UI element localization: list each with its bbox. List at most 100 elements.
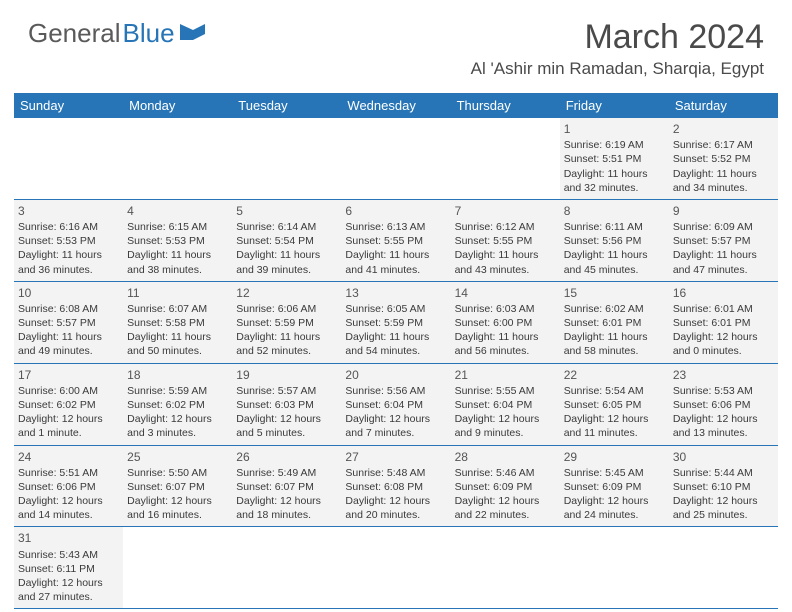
day-day2: and 45 minutes. xyxy=(564,263,665,277)
day-cell: 16Sunrise: 6:01 AMSunset: 6:01 PMDayligh… xyxy=(669,282,778,364)
day-day2: and 3 minutes. xyxy=(127,426,228,440)
day-sunset: Sunset: 5:58 PM xyxy=(127,316,228,330)
day-number: 15 xyxy=(564,285,665,301)
day-day2: and 18 minutes. xyxy=(236,508,337,522)
day-number: 27 xyxy=(345,449,446,465)
day-day2: and 25 minutes. xyxy=(673,508,774,522)
day-sunset: Sunset: 5:57 PM xyxy=(18,316,119,330)
day-cell: 1Sunrise: 6:19 AMSunset: 5:51 PMDaylight… xyxy=(560,118,669,200)
day-day2: and 13 minutes. xyxy=(673,426,774,440)
day-number: 14 xyxy=(455,285,556,301)
day-sunset: Sunset: 6:06 PM xyxy=(18,480,119,494)
day-number: 13 xyxy=(345,285,446,301)
day-sunrise: Sunrise: 6:00 AM xyxy=(18,384,119,398)
day-sunset: Sunset: 5:55 PM xyxy=(345,234,446,248)
day-day1: Daylight: 11 hours xyxy=(564,330,665,344)
day-sunset: Sunset: 6:06 PM xyxy=(673,398,774,412)
day-day2: and 14 minutes. xyxy=(18,508,119,522)
day-number: 9 xyxy=(673,203,774,219)
day-day2: and 22 minutes. xyxy=(455,508,556,522)
day-cell: 15Sunrise: 6:02 AMSunset: 6:01 PMDayligh… xyxy=(560,282,669,364)
day-cell: 31Sunrise: 5:43 AMSunset: 6:11 PMDayligh… xyxy=(14,527,123,609)
day-number: 8 xyxy=(564,203,665,219)
day-sunrise: Sunrise: 6:03 AM xyxy=(455,302,556,316)
day-cell xyxy=(451,527,560,609)
day-sunset: Sunset: 5:57 PM xyxy=(673,234,774,248)
logo-text-blue: Blue xyxy=(123,18,175,49)
day-sunset: Sunset: 6:08 PM xyxy=(345,480,446,494)
day-cell xyxy=(14,118,123,200)
day-day1: Daylight: 12 hours xyxy=(673,330,774,344)
day-sunrise: Sunrise: 5:54 AM xyxy=(564,384,665,398)
day-day1: Daylight: 11 hours xyxy=(455,330,556,344)
day-day2: and 20 minutes. xyxy=(345,508,446,522)
day-day2: and 52 minutes. xyxy=(236,344,337,358)
day-day1: Daylight: 11 hours xyxy=(18,330,119,344)
weekday-header: Monday xyxy=(123,93,232,118)
day-number: 1 xyxy=(564,121,665,137)
day-cell xyxy=(123,118,232,200)
day-sunrise: Sunrise: 5:59 AM xyxy=(127,384,228,398)
day-day1: Daylight: 12 hours xyxy=(345,494,446,508)
day-number: 30 xyxy=(673,449,774,465)
day-sunrise: Sunrise: 5:55 AM xyxy=(455,384,556,398)
day-number: 18 xyxy=(127,367,228,383)
day-sunrise: Sunrise: 5:56 AM xyxy=(345,384,446,398)
day-day1: Daylight: 12 hours xyxy=(236,412,337,426)
day-cell: 29Sunrise: 5:45 AMSunset: 6:09 PMDayligh… xyxy=(560,446,669,528)
day-number: 28 xyxy=(455,449,556,465)
day-cell: 2Sunrise: 6:17 AMSunset: 5:52 PMDaylight… xyxy=(669,118,778,200)
day-sunset: Sunset: 6:01 PM xyxy=(673,316,774,330)
week-row: 31Sunrise: 5:43 AMSunset: 6:11 PMDayligh… xyxy=(14,527,778,609)
day-sunset: Sunset: 5:53 PM xyxy=(18,234,119,248)
day-number: 25 xyxy=(127,449,228,465)
day-sunrise: Sunrise: 5:46 AM xyxy=(455,466,556,480)
day-cell xyxy=(341,527,450,609)
day-sunset: Sunset: 6:09 PM xyxy=(455,480,556,494)
day-day1: Daylight: 11 hours xyxy=(127,248,228,262)
day-sunset: Sunset: 6:09 PM xyxy=(564,480,665,494)
day-cell: 4Sunrise: 6:15 AMSunset: 5:53 PMDaylight… xyxy=(123,200,232,282)
day-day2: and 16 minutes. xyxy=(127,508,228,522)
day-cell: 20Sunrise: 5:56 AMSunset: 6:04 PMDayligh… xyxy=(341,364,450,446)
day-sunrise: Sunrise: 6:09 AM xyxy=(673,220,774,234)
day-day2: and 5 minutes. xyxy=(236,426,337,440)
day-day1: Daylight: 12 hours xyxy=(673,412,774,426)
day-cell xyxy=(451,118,560,200)
day-sunrise: Sunrise: 5:50 AM xyxy=(127,466,228,480)
day-sunrise: Sunrise: 6:14 AM xyxy=(236,220,337,234)
day-sunrise: Sunrise: 6:19 AM xyxy=(564,138,665,152)
day-day2: and 58 minutes. xyxy=(564,344,665,358)
day-cell xyxy=(232,527,341,609)
weekday-header: Wednesday xyxy=(341,93,450,118)
day-day1: Daylight: 11 hours xyxy=(236,248,337,262)
day-cell: 7Sunrise: 6:12 AMSunset: 5:55 PMDaylight… xyxy=(451,200,560,282)
day-cell: 13Sunrise: 6:05 AMSunset: 5:59 PMDayligh… xyxy=(341,282,450,364)
day-sunset: Sunset: 6:10 PM xyxy=(673,480,774,494)
day-cell: 8Sunrise: 6:11 AMSunset: 5:56 PMDaylight… xyxy=(560,200,669,282)
day-cell xyxy=(560,527,669,609)
day-cell: 3Sunrise: 6:16 AMSunset: 5:53 PMDaylight… xyxy=(14,200,123,282)
week-row: 10Sunrise: 6:08 AMSunset: 5:57 PMDayligh… xyxy=(14,282,778,364)
day-day2: and 11 minutes. xyxy=(564,426,665,440)
day-number: 31 xyxy=(18,530,119,546)
day-sunrise: Sunrise: 6:01 AM xyxy=(673,302,774,316)
day-cell xyxy=(123,527,232,609)
day-sunset: Sunset: 6:07 PM xyxy=(236,480,337,494)
day-day2: and 7 minutes. xyxy=(345,426,446,440)
day-cell: 17Sunrise: 6:00 AMSunset: 6:02 PMDayligh… xyxy=(14,364,123,446)
day-sunrise: Sunrise: 6:11 AM xyxy=(564,220,665,234)
week-row: 24Sunrise: 5:51 AMSunset: 6:06 PMDayligh… xyxy=(14,446,778,528)
day-sunset: Sunset: 5:59 PM xyxy=(345,316,446,330)
day-day1: Daylight: 11 hours xyxy=(673,248,774,262)
day-number: 16 xyxy=(673,285,774,301)
day-sunrise: Sunrise: 6:15 AM xyxy=(127,220,228,234)
day-cell: 30Sunrise: 5:44 AMSunset: 6:10 PMDayligh… xyxy=(669,446,778,528)
day-day1: Daylight: 11 hours xyxy=(455,248,556,262)
day-sunset: Sunset: 6:11 PM xyxy=(18,562,119,576)
day-number: 10 xyxy=(18,285,119,301)
day-day2: and 0 minutes. xyxy=(673,344,774,358)
title-block: March 2024 Al 'Ashir min Ramadan, Sharqi… xyxy=(471,18,764,79)
day-day1: Daylight: 11 hours xyxy=(564,248,665,262)
day-cell: 28Sunrise: 5:46 AMSunset: 6:09 PMDayligh… xyxy=(451,446,560,528)
